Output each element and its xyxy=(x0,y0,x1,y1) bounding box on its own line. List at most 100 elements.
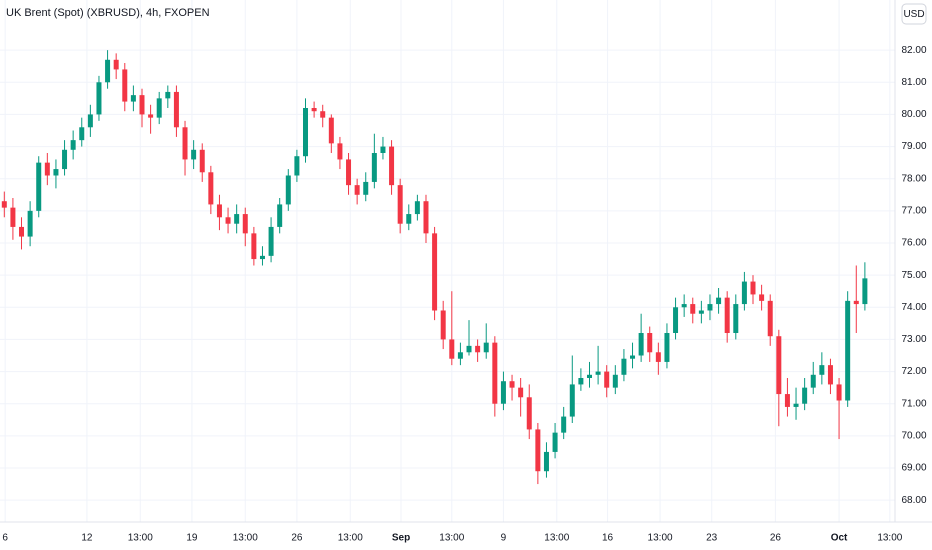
candle-body xyxy=(518,387,524,398)
y-tick-label: 82.00 xyxy=(901,45,926,56)
candle-body xyxy=(139,95,145,115)
candle-body xyxy=(53,169,59,176)
candle-body xyxy=(724,297,730,333)
candle-body xyxy=(578,378,584,385)
x-tick-label: 6 xyxy=(2,533,8,544)
candle-body xyxy=(294,156,300,176)
candle-body xyxy=(681,304,687,308)
candle-body xyxy=(475,345,481,353)
candle-body xyxy=(96,82,102,115)
candle-body xyxy=(630,355,636,359)
x-tick-label: 13:00 xyxy=(439,533,464,544)
y-tick-label: 77.00 xyxy=(901,205,926,216)
candle-body xyxy=(36,162,42,211)
candle-body xyxy=(19,226,25,237)
chart-title: UK Brent (Spot) (XBRUSD), 4h, FXOPEN xyxy=(6,7,210,19)
candle-body xyxy=(285,175,291,205)
candle-body xyxy=(784,394,790,407)
candle-body xyxy=(113,59,119,70)
candle-body xyxy=(457,352,463,359)
candle-body xyxy=(432,233,438,311)
candle-body xyxy=(655,352,661,362)
candle-body xyxy=(535,429,541,472)
candle-body xyxy=(552,432,558,452)
candle-body xyxy=(268,226,274,256)
candle-body xyxy=(586,374,592,378)
candle-body xyxy=(27,210,33,237)
candle-body xyxy=(595,371,601,375)
candle-body xyxy=(414,201,420,215)
candle-body xyxy=(621,358,627,375)
candle-body xyxy=(716,297,722,305)
candle-body xyxy=(406,214,412,224)
x-tick-label: 19 xyxy=(186,533,198,544)
candle-body xyxy=(328,117,334,144)
candle-body xyxy=(819,365,825,375)
candle-body xyxy=(569,384,575,417)
candle-body xyxy=(182,127,188,160)
candle-body xyxy=(389,146,395,186)
candle-body xyxy=(638,333,644,356)
candle-body xyxy=(698,310,704,314)
y-tick-label: 71.00 xyxy=(901,398,926,409)
y-tick-label: 80.00 xyxy=(901,109,926,120)
candle-body xyxy=(647,333,653,353)
candle-body xyxy=(776,336,782,395)
candle-body xyxy=(759,294,765,301)
candle-body xyxy=(810,374,816,388)
candle-body xyxy=(767,300,773,337)
x-tick-label: 13:00 xyxy=(877,533,902,544)
candle-body xyxy=(105,59,111,83)
candle-body xyxy=(79,127,85,141)
candle-body xyxy=(561,416,567,433)
candle-body xyxy=(191,149,197,160)
y-tick-label: 81.00 xyxy=(901,77,926,88)
x-tick-label: 12 xyxy=(81,533,93,544)
currency-label: USD xyxy=(903,9,924,20)
candle-body xyxy=(1,201,7,208)
candle-body xyxy=(741,281,747,305)
candle-body xyxy=(156,98,162,118)
candle-body xyxy=(346,159,352,186)
candle-body xyxy=(148,114,154,118)
candle-body xyxy=(604,371,610,388)
candle-body xyxy=(130,95,136,102)
y-tick-label: 78.00 xyxy=(901,173,926,184)
y-tick-label: 69.00 xyxy=(901,463,926,474)
candle-body xyxy=(827,365,833,385)
candle-body xyxy=(216,204,222,218)
candle-body xyxy=(311,108,317,112)
candle-body xyxy=(208,172,214,205)
grid xyxy=(0,0,895,522)
candle-body xyxy=(199,149,205,173)
candle-body xyxy=(165,91,171,99)
y-tick-label: 73.00 xyxy=(901,334,926,345)
candle-body xyxy=(853,300,859,305)
candle-body xyxy=(70,140,76,150)
candle-body xyxy=(10,207,16,227)
candle-body xyxy=(483,342,489,353)
x-tick-label: Oct xyxy=(831,533,848,544)
candles xyxy=(1,50,868,485)
candle-body xyxy=(337,143,343,160)
candle-body xyxy=(259,255,265,260)
candle-body xyxy=(303,108,309,157)
currency-button[interactable] xyxy=(901,3,927,25)
x-tick-label: 16 xyxy=(602,533,614,544)
x-tick-label: 23 xyxy=(706,533,718,544)
y-tick-label: 68.00 xyxy=(901,495,926,506)
candle-body xyxy=(492,342,498,404)
candle-body xyxy=(320,111,326,118)
candle-body xyxy=(440,310,446,340)
candle-body xyxy=(449,339,455,359)
y-tick-label: 74.00 xyxy=(901,302,926,313)
candle-body xyxy=(845,300,851,401)
candle-body xyxy=(862,278,868,305)
x-tick-label: 13:00 xyxy=(648,533,673,544)
candle-body xyxy=(836,384,842,401)
x-tick-label: Sep xyxy=(392,533,410,544)
candle-body xyxy=(173,91,179,128)
candle-body xyxy=(62,149,68,170)
candle-body xyxy=(225,217,231,224)
